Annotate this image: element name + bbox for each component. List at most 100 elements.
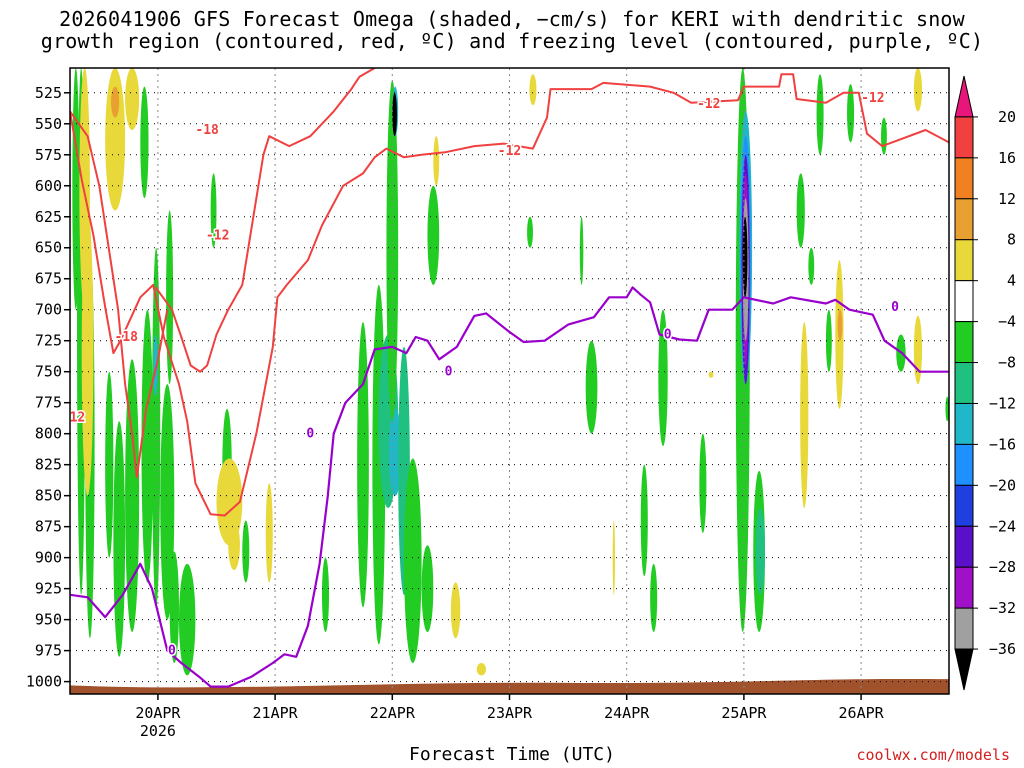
x-tick-label: 25APR	[721, 704, 767, 722]
omega-region	[913, 68, 923, 112]
colorbar-label: 8	[1007, 231, 1016, 249]
dgz-minus12-contour-lower	[70, 73, 949, 517]
omega-region	[125, 359, 140, 633]
contour-layer	[70, 68, 949, 688]
y-axis: 525 550 575 600 625 650 675 700 725 750 775 800 825 8…	[26, 84, 70, 691]
y-tick-label: 725	[35, 332, 62, 350]
omega-region	[699, 433, 707, 533]
x-axis-label: Forecast Time (UTC)	[409, 744, 615, 765]
contour-label: -12	[62, 411, 85, 426]
y-tick-label: 825	[35, 456, 62, 474]
colorbar-segment	[954, 484, 974, 527]
colorbar-segment	[954, 116, 974, 159]
omega-region	[913, 315, 923, 385]
x-tick-label: 24APR	[604, 704, 650, 722]
contour-label: 0	[306, 427, 314, 442]
contour-label: 0	[891, 300, 899, 315]
colorbar-segment	[954, 157, 974, 200]
contour-label-layer: -18 -12 -18 -12 -12 -12 -12 0 0 0 0 0	[62, 89, 901, 660]
omega-region	[800, 322, 809, 509]
y-tick-label: 800	[35, 425, 62, 443]
omega-region	[242, 520, 250, 583]
omega-region	[650, 563, 658, 633]
y-tick-label: 625	[35, 208, 62, 226]
omega-region	[433, 136, 440, 186]
y-tick-label: 650	[35, 239, 62, 257]
omega-region	[357, 322, 369, 608]
omega-region	[612, 520, 615, 595]
omega-region	[816, 74, 824, 155]
colorbar-label: 4	[1007, 272, 1016, 290]
colorbar-segment	[954, 198, 974, 241]
colorbar-label: 12	[998, 190, 1016, 208]
chart-title-line-1: 2026041906 GFS Forecast Omega (shaded, −…	[59, 7, 965, 31]
omega-region	[321, 557, 330, 633]
chart-title-line-2: growth region (contoured, red, ºC) and f…	[40, 29, 984, 53]
y-tick-label: 1000	[26, 673, 62, 691]
omega-region	[166, 210, 174, 385]
contour-label: -12	[697, 97, 720, 112]
omega-region	[585, 340, 598, 434]
omega-region	[529, 74, 537, 106]
colorbar-arrow-top	[954, 75, 974, 118]
omega-region	[140, 86, 149, 199]
colorbar-segment	[954, 443, 974, 486]
credit-link[interactable]: coolwx.com/models	[856, 746, 1010, 764]
omega-shading-layer	[72, 68, 949, 676]
colorbar-segment	[954, 402, 974, 445]
y-tick-label: 550	[35, 115, 62, 133]
y-tick-label: 600	[35, 177, 62, 195]
omega-region	[105, 371, 114, 558]
y-tick-label: 525	[35, 84, 62, 102]
y-tick-label: 975	[35, 642, 62, 660]
colorbar-label: −24	[989, 517, 1016, 535]
colorbar-segment	[954, 239, 974, 282]
omega-region	[152, 247, 161, 608]
omega-region	[141, 309, 154, 583]
colorbar-label: 16	[998, 149, 1016, 167]
omega-region	[169, 551, 179, 664]
omega-region	[265, 483, 273, 583]
y-tick-label: 575	[35, 146, 62, 164]
x-tick-label: 22APR	[370, 704, 416, 722]
colorbar-label: −16	[989, 435, 1016, 453]
colorbar-segment	[954, 362, 974, 404]
omega-region	[228, 520, 240, 571]
colorbar-label: −36	[989, 640, 1016, 658]
contour-label: 0	[445, 365, 453, 380]
y-tick-label: 675	[35, 270, 62, 288]
y-tick-label: 925	[35, 580, 62, 598]
omega-region	[640, 464, 648, 577]
contour-label: -12	[498, 144, 521, 159]
omega-region	[825, 309, 832, 372]
dgz-minus12-contour-upper	[70, 110, 169, 479]
y-tick-label: 900	[35, 549, 62, 567]
contour-label: 0	[168, 644, 176, 659]
omega-region	[450, 582, 461, 639]
colorbar-label: −20	[989, 476, 1016, 494]
y-tick-label: 850	[35, 487, 62, 505]
omega-region	[708, 371, 714, 378]
colorbar-label: −12	[989, 394, 1016, 412]
x-tick-label: 21APR	[253, 704, 299, 722]
omega-region	[160, 384, 175, 620]
colorbar-label: 20	[998, 108, 1016, 126]
colorbar-label: −8	[998, 354, 1016, 372]
contour-label: -18	[195, 123, 219, 138]
colorbar-segment	[954, 321, 974, 364]
freezing-level-contour	[70, 286, 949, 688]
omega-region	[427, 185, 440, 285]
colorbar-label: −4	[998, 313, 1016, 331]
x-tick-label: 26APR	[839, 704, 885, 722]
colorbar-label: −28	[989, 558, 1016, 576]
omega-region	[881, 117, 887, 155]
omega-region	[796, 173, 805, 248]
contour-label: -12	[861, 91, 884, 106]
omega-region	[579, 216, 584, 285]
omega-region	[755, 508, 765, 595]
omega-region	[476, 663, 487, 676]
omega-region	[105, 68, 126, 211]
x-tick-label: 23APR	[487, 704, 533, 722]
contour-label: -18	[115, 330, 139, 345]
